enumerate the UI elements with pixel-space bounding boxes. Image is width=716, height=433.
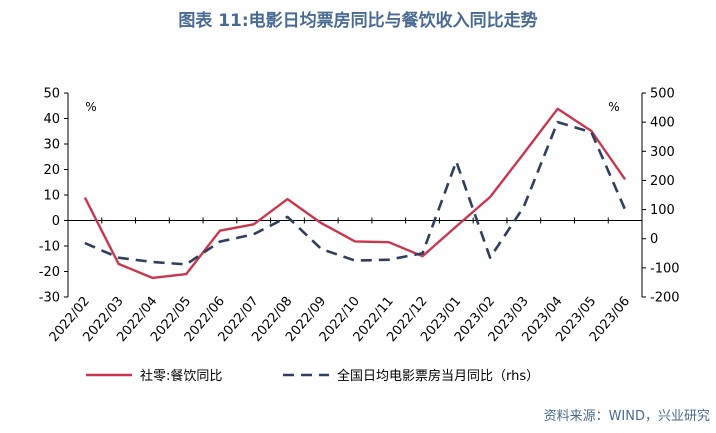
y-tick-label-right: -200 bbox=[650, 291, 680, 306]
y-tick-label-right: 200 bbox=[650, 174, 675, 189]
y-tick-label-right: 400 bbox=[650, 116, 675, 131]
y-tick-label-left: 50 bbox=[43, 87, 60, 102]
chart-title: 图表 11:电影日均票房同比与餐饮收入同比走势 bbox=[178, 10, 537, 31]
left-unit-label: % bbox=[85, 100, 96, 114]
right-unit-label: % bbox=[608, 100, 619, 114]
y-tick-label-left: -10 bbox=[39, 240, 60, 255]
series-line-2 bbox=[84, 120, 627, 266]
y-tick-label-left: 40 bbox=[43, 112, 60, 127]
legend-label-1: 社零:餐饮同比 bbox=[140, 368, 222, 384]
y-tick-label-left: -20 bbox=[39, 265, 60, 280]
legend-label-2: 全国日均电影票房当月同比（rhs） bbox=[337, 368, 539, 384]
y-tick-label-right: 0 bbox=[650, 232, 658, 247]
y-tick-label-right: 100 bbox=[650, 203, 675, 218]
y-tick-label-left: 20 bbox=[43, 163, 60, 178]
series-layer bbox=[83, 107, 627, 280]
y-tick-label-right: 500 bbox=[650, 87, 675, 102]
y-tick-label-left: 10 bbox=[43, 189, 60, 204]
y-tick-label-left: -30 bbox=[39, 291, 60, 306]
y-tick-label-right: -100 bbox=[650, 261, 680, 276]
y-tick-label-left: 30 bbox=[43, 138, 60, 153]
series-line-1 bbox=[83, 107, 627, 280]
source-note: 资料来源：WIND，兴业研究 bbox=[544, 409, 710, 424]
y-tick-label-right: 300 bbox=[650, 145, 675, 160]
y-tick-label-left: 0 bbox=[52, 214, 60, 229]
legend: 社零:餐饮同比 全国日均电影票房当月同比（rhs） bbox=[86, 368, 539, 384]
